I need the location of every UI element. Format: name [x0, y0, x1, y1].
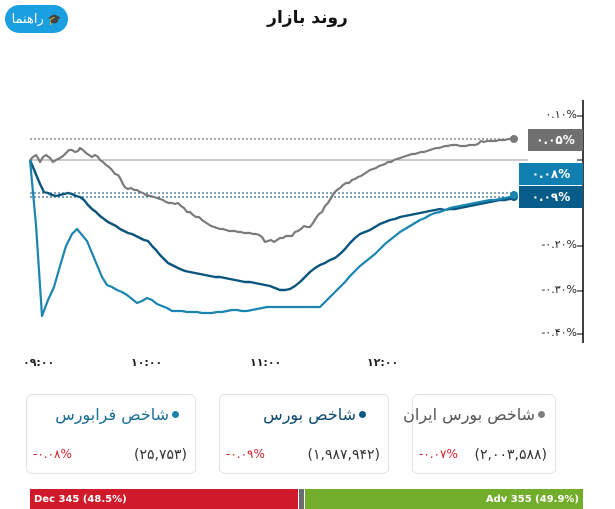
x-tick-label: ۰۹:۰۰	[23, 356, 55, 369]
guide-button-label: راهنما	[11, 11, 44, 27]
card-change: -۰.۰۸%	[33, 447, 72, 461]
x-tick-label: ۱۲:۰۰	[367, 356, 399, 369]
card-title-text: شاخص فرابورس	[55, 405, 169, 424]
legend-dot-icon	[172, 411, 179, 418]
decliners-bar: Dec 345 (48.5%)	[30, 489, 298, 509]
card-title: شاخص فرابورس	[55, 405, 179, 424]
y-tick-label: -۰.۴۰%	[541, 326, 577, 339]
badge-bourse-index: ۰.۰۹%	[519, 186, 583, 208]
chart-canvas	[28, 100, 584, 343]
card-title-text: شاخص بورس ایران	[403, 405, 535, 424]
graduation-cap-icon: 🎓	[47, 12, 62, 26]
card-title: شاخص بورس	[263, 405, 366, 424]
page-title: روند بازار	[267, 8, 348, 28]
card-otc-index[interactable]: شاخص فرابورس (۲۵,۷۵۳) -۰.۰۸%	[26, 394, 196, 474]
card-bourse-index[interactable]: شاخص بورس (۱,۹۸۷,۹۴۲) -۰.۰۹%	[219, 394, 389, 474]
series-line-iran-index	[29, 137, 514, 244]
card-title: شاخص بورس ایران	[403, 405, 545, 424]
card-value: (۱,۹۸۷,۹۴۲)	[307, 447, 380, 463]
card-change: -۰.۰۹%	[226, 447, 265, 461]
y-tick-label: ۰.۱۰%	[545, 108, 577, 121]
series-endpoint-iran-index	[510, 135, 518, 143]
y-tick-label: -۰.۳۰%	[541, 283, 577, 296]
series-line-bourse-index	[28, 159, 515, 292]
card-iran-index[interactable]: شاخص بورس ایران (۲,۰۰۳,۵۸۸) -۰.۰۷%	[403, 394, 556, 474]
legend-dot-icon	[538, 411, 545, 418]
advancers-bar: Adv 355 (49.9%)	[305, 489, 583, 509]
card-value: (۲۵,۷۵۳)	[134, 447, 187, 463]
card-change: -۰.۰۷%	[419, 447, 458, 461]
unchanged-bar	[299, 489, 304, 509]
series-line-otc-index	[28, 159, 515, 318]
badge-otc-index: ۰.۰۸%	[519, 163, 583, 185]
card-title-text: شاخص بورس	[263, 405, 356, 424]
card-value: (۲,۰۰۳,۵۸۸)	[474, 447, 547, 463]
guide-button[interactable]: 🎓 راهنما	[5, 5, 68, 33]
x-tick-label: ۱۰:۰۰	[131, 356, 163, 369]
series-endpoint-otc-index	[510, 191, 518, 199]
x-tick-label: ۱۱:۰۰	[250, 356, 282, 369]
legend-dot-icon	[359, 411, 366, 418]
badge-iran-index: ۰.۰۵%	[528, 129, 583, 151]
market-trend-chart: ۰.۱۰% -۰.۲۰% -۰.۳۰% -۰.۴۰% ۰.۰۵% ۰.۰۸% ۰…	[23, 100, 584, 369]
market-breadth-bar: Dec 345 (48.5%) Adv 355 (49.9%)	[30, 489, 583, 509]
y-tick-label: -۰.۲۰%	[541, 238, 577, 251]
